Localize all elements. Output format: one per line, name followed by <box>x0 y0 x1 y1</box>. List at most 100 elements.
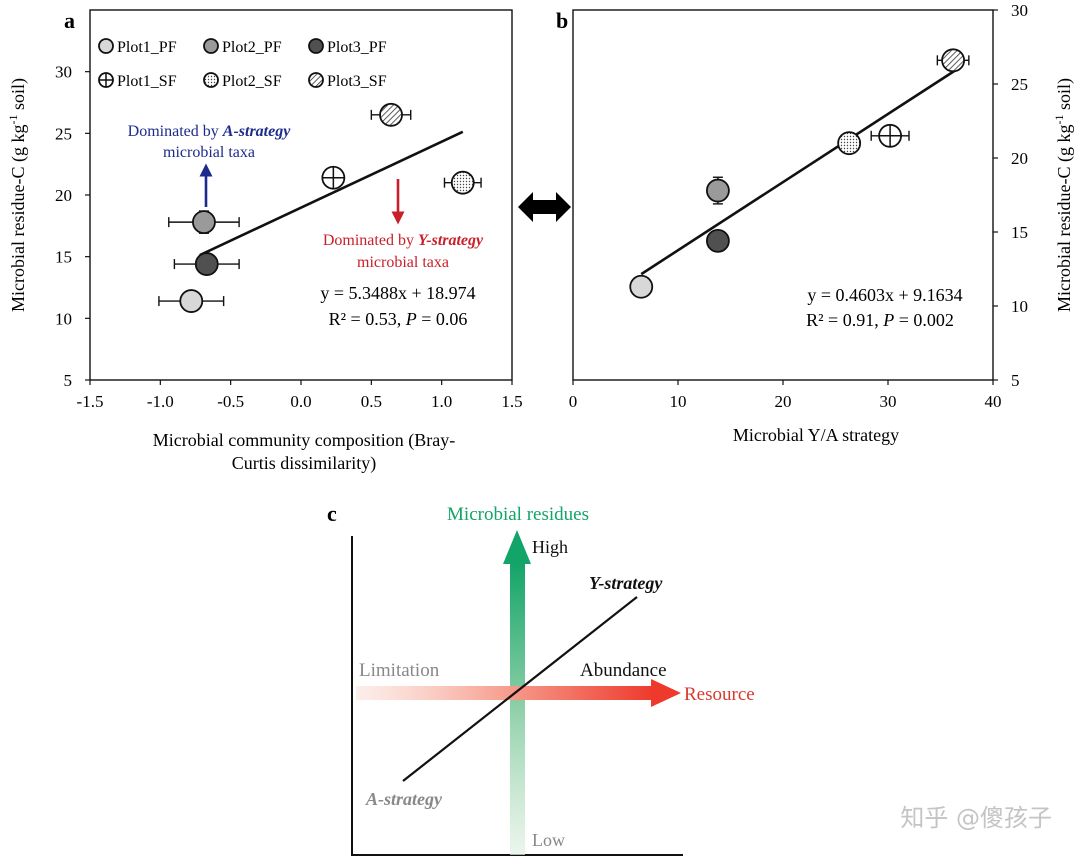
panel-b-label: b <box>556 8 568 33</box>
legend-plot3-sf-label: Plot3_SF <box>327 73 387 90</box>
panel-b-xtick-label: 10 <box>670 392 687 411</box>
panel-b-ylabel: Microbial residue-C (g kg-1 soil) <box>1052 78 1075 312</box>
strategy-line <box>402 596 638 782</box>
watermark: 知乎 @傻孩子 <box>900 804 1052 832</box>
panel-b-point-plot2-sf-marker <box>837 131 862 156</box>
annotation-a-prefix: Dominated by <box>128 123 223 140</box>
panel-b-equation: y = 0.4603x + 9.1634 <box>807 285 962 305</box>
legend-plot3-pf <box>308 38 324 54</box>
residues-title: Microbial residues <box>447 504 589 525</box>
svg-text:Microbial residue-C (g kg-1 so: Microbial residue-C (g kg-1 soil) <box>1052 78 1075 312</box>
panel-a-ytick-label: 30 <box>55 63 72 82</box>
panel-a-point-plot1-pf <box>179 289 204 313</box>
panel-b-xtick-label: 30 <box>880 392 897 411</box>
annotation-a-emph: A-strategy <box>222 123 291 140</box>
annotation-y-strategy: Dominated by Y-strategy microbial taxa <box>323 179 484 271</box>
panel-b-ytick-label: 25 <box>1011 75 1028 94</box>
panel-a-legend: Plot1_PF Plot2_PF Plot3_PF Plot1_SF Plot2_SF… <box>98 38 387 90</box>
panel-c-axes <box>351 536 683 856</box>
panel-a-point-plot2-sf <box>450 170 475 195</box>
panel-b-point-plot2-sf <box>837 131 862 156</box>
high-label: High <box>532 537 568 557</box>
panel-a-xtick-label: -1.5 <box>77 392 104 411</box>
panel-b: b 0 10 20 30 40 5 10 15 20 25 30 y = 0.4603x + 9.1… <box>556 1 1075 445</box>
panel-b-point-plot2-pf-marker <box>706 178 730 203</box>
legend-plot1-pf-label: Plot1_PF <box>117 39 177 56</box>
annotation-a-line2: microbial taxa <box>163 144 255 161</box>
panel-a-xtick-label: 0.0 <box>290 392 311 411</box>
panel-a-point-plot2-pf <box>192 210 216 235</box>
legend-plot3-pf-marker <box>308 38 324 54</box>
panel-b-ytick-label: 10 <box>1011 297 1028 316</box>
panel-a-axes: -1.5 -1.0 -0.5 0.0 0.5 1.0 1.5 5 10 15 20 25 30 <box>55 63 523 411</box>
panel-a-p-value: = 0.06 <box>417 309 468 329</box>
panel-b-xlabel: Microbial Y/A strategy <box>733 425 899 445</box>
svg-text:Dominated by Y-strategy: Dominated by Y-strategy <box>323 232 484 249</box>
panel-a-point-plot2-sf-marker <box>450 170 475 195</box>
panel-a-xtick-label: 1.0 <box>431 392 452 411</box>
legend-plot2-sf-label: Plot2_SF <box>222 73 282 90</box>
legend-plot2-pf-label: Plot2_PF <box>222 39 282 56</box>
panel-a-point-plot3-sf-marker <box>379 102 403 127</box>
panel-b-point-plot3-pf-marker <box>706 228 730 253</box>
resource-label: Resource <box>684 684 755 705</box>
panel-b-p-label: P <box>882 310 894 330</box>
panel-b-xtick-label: 0 <box>569 392 578 411</box>
panel-a-ytick-label: 20 <box>55 186 72 205</box>
panel-b-point-plot2-pf <box>706 178 730 203</box>
legend-plot3-sf-marker <box>308 72 324 88</box>
panel-b-r2: R² = 0.91, <box>806 310 883 330</box>
annotation-y-prefix: Dominated by <box>323 232 418 249</box>
panel-b-xtick-label: 40 <box>985 392 1002 411</box>
panel-b-point-plot3-sf-marker <box>941 48 965 73</box>
legend-plot2-sf-marker <box>203 72 219 88</box>
panel-a-ytick-label: 10 <box>55 309 72 328</box>
panel-a-ylabel: Microbial residue-C (g kg-1 soil) <box>6 78 29 312</box>
resource-arrow-shaft <box>356 686 653 700</box>
panel-a-r2: R² = 0.53, <box>329 309 406 329</box>
legend-plot2-pf-marker <box>203 38 219 54</box>
double-arrow-icon <box>518 192 571 222</box>
panel-a-xtick-label: 0.5 <box>361 392 382 411</box>
panel-a: a -1.5 -1.0 -0.5 0.0 0.5 1.0 1.5 5 10 15 20 25 30 Pl… <box>6 8 523 474</box>
panel-a-xtick-label: -1.0 <box>147 392 174 411</box>
svg-text:Dominated by A-strategy: Dominated by A-strategy <box>128 123 292 140</box>
panel-b-fit-line <box>640 68 957 276</box>
a-strategy-label: A-strategy <box>365 789 443 809</box>
panel-c: c Microbial residues High Low Resource L… <box>327 501 755 856</box>
panel-a-ytick-label: 15 <box>55 248 72 267</box>
annotation-a-strategy: Dominated by A-strategy microbial taxa <box>128 123 292 207</box>
legend-plot3-sf <box>308 72 324 88</box>
panel-b-ytick-label: 5 <box>1011 371 1020 390</box>
panel-a-point-plot3-sf <box>379 102 403 127</box>
panel-a-xtick-label: -0.5 <box>217 392 244 411</box>
panel-b-point-plot1-sf <box>878 123 902 148</box>
panel-b-point-plot3-pf <box>706 228 730 253</box>
panel-b-point-plot1-pf-marker <box>629 274 654 299</box>
svg-text:Microbial residue-C (g kg-1 so: Microbial residue-C (g kg-1 soil) <box>6 78 29 312</box>
panel-b-ytick-label: 20 <box>1011 149 1028 168</box>
panel-b-point-plot3-sf <box>941 48 965 73</box>
legend-plot1-sf <box>98 72 114 88</box>
panel-b-axes: 0 10 20 30 40 5 10 15 20 25 30 <box>569 1 1028 411</box>
low-label: Low <box>532 830 565 850</box>
limitation-label: Limitation <box>359 660 440 681</box>
legend-plot1-pf-marker <box>98 38 114 54</box>
annotation-y-line2: microbial taxa <box>357 254 449 271</box>
panel-a-ytick-label: 5 <box>64 371 73 390</box>
panel-b-points <box>629 48 970 299</box>
abundance-label: Abundance <box>580 660 667 681</box>
legend-plot2-sf <box>203 72 219 88</box>
panel-a-p-label: P <box>405 309 417 329</box>
panel-b-stats: R² = 0.91, P = 0.002 <box>806 310 954 330</box>
legend-plot3-pf-label: Plot3_PF <box>327 39 387 56</box>
panel-a-ytick-label: 25 <box>55 124 72 143</box>
residues-arrow-shaft <box>510 562 525 855</box>
panel-a-point-plot3-pf <box>194 252 219 276</box>
panel-a-label: a <box>64 8 75 33</box>
panel-a-xlabel-line1: Microbial community composition (Bray- <box>153 430 455 451</box>
panel-a-point-plot1-sf <box>321 165 346 190</box>
panel-a-point-plot1-pf-marker <box>179 289 204 313</box>
panel-a-xtick-label: 1.5 <box>501 392 522 411</box>
panel-a-points <box>158 102 482 313</box>
